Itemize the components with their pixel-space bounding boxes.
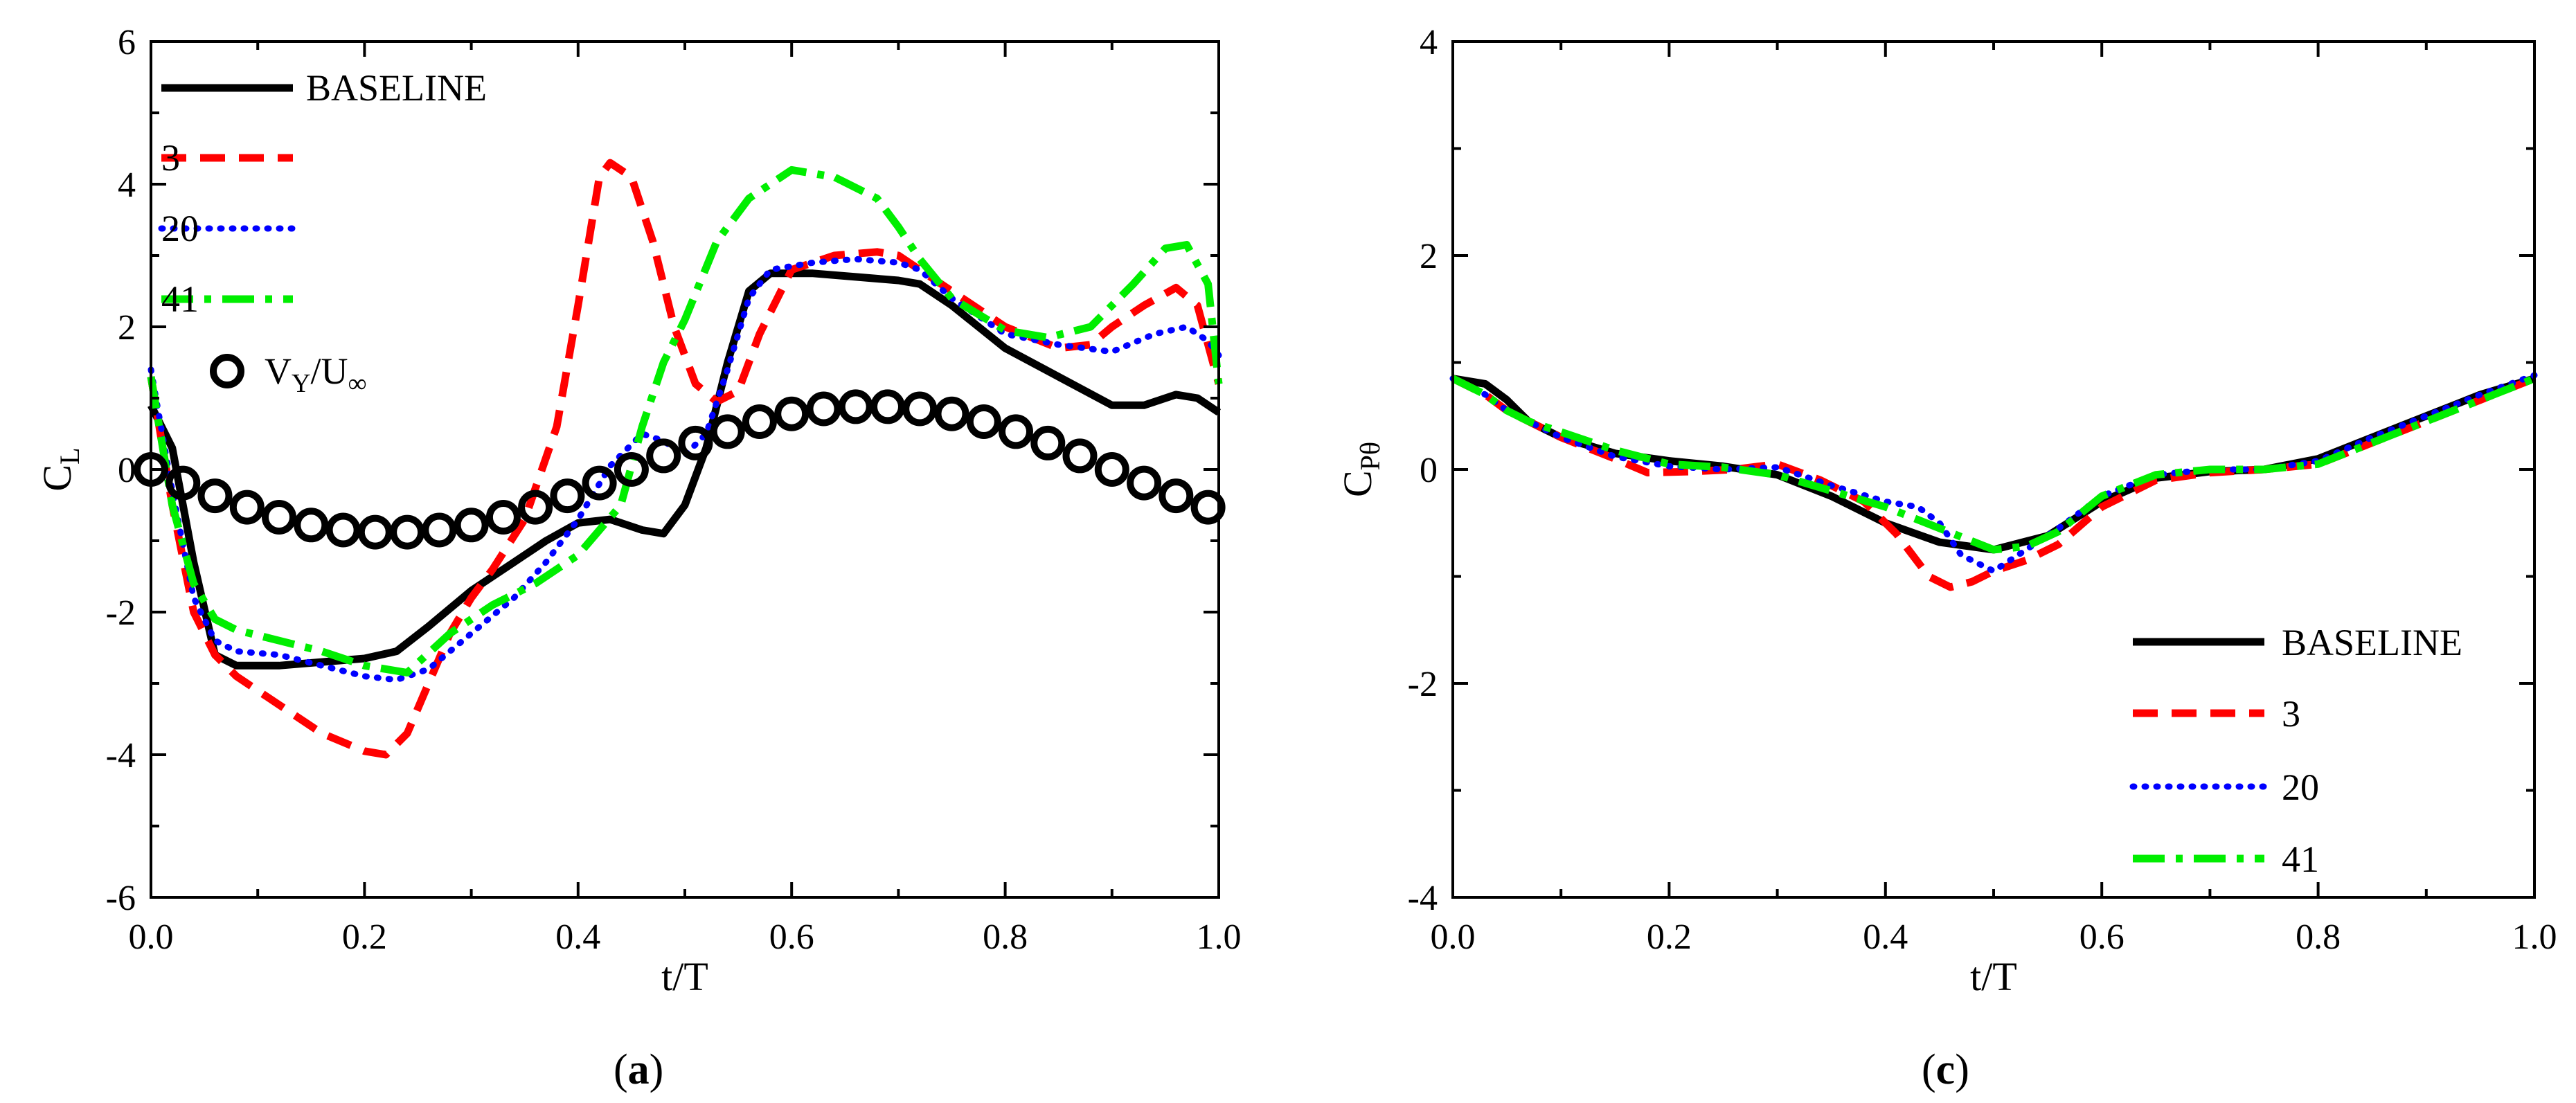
y-axis-label: CL xyxy=(35,447,85,491)
data-point xyxy=(1094,452,1129,487)
panel-label-a: (a) xyxy=(614,1046,663,1093)
legend-label-41: 41 xyxy=(161,278,199,320)
data-point xyxy=(166,465,201,501)
y-tick-label: -6 xyxy=(106,879,136,918)
data-point xyxy=(870,389,905,424)
svg-text:CL: CL xyxy=(35,447,85,491)
data-point xyxy=(1159,478,1194,514)
y-axis-label-main: C xyxy=(35,465,80,492)
x-axis-label: t/T xyxy=(661,954,708,999)
y-axis-label: CPθ xyxy=(1335,442,1386,497)
x-tick-label: 0.4 xyxy=(1863,917,1908,957)
data-point xyxy=(1190,490,1226,525)
y-tick-label: 4 xyxy=(1420,23,1438,62)
data-point xyxy=(838,389,873,424)
data-point xyxy=(357,514,393,550)
series-layer xyxy=(134,159,1226,759)
panel-c: 0.0 0.2 0.4 0.6 0.8 1.0 -4 -2 0 2 4 t/T CPθ BASELI… xyxy=(1335,23,2557,1093)
data-point xyxy=(229,490,265,525)
x-axis-label: t/T xyxy=(1970,954,2017,999)
data-point xyxy=(294,508,329,543)
data-point xyxy=(678,425,713,460)
legend-label-3: 3 xyxy=(161,137,180,179)
ticks-layer: 0.0 0.2 0.4 0.6 0.8 1.0 -6 -4 -2 0 2 4 6 xyxy=(106,23,1242,957)
y-tick-label: -4 xyxy=(1408,879,1438,918)
series-41-line xyxy=(1451,375,2537,554)
data-point xyxy=(934,396,969,431)
legend-label-vy: VY/U∞ xyxy=(265,350,367,398)
data-point xyxy=(774,396,810,431)
y-tick-label: -2 xyxy=(106,593,136,633)
legend-label-baseline: BASELINE xyxy=(306,67,487,109)
series-41-line xyxy=(147,165,1223,676)
series-baseline-line xyxy=(147,269,1222,670)
data-point xyxy=(966,404,1001,439)
panel-label-c: (c) xyxy=(1922,1046,1969,1093)
y-tick-label: 6 xyxy=(118,23,136,62)
y-tick-label: 2 xyxy=(118,308,136,348)
y-tick-label: 0 xyxy=(118,451,136,490)
y-tick-label: 2 xyxy=(1420,237,1438,276)
x-tick-label: 0.8 xyxy=(2296,917,2341,957)
data-point xyxy=(902,391,938,427)
legend-label-20: 20 xyxy=(161,208,199,249)
data-point xyxy=(1062,438,1098,474)
legend: BASELINE 3 20 41 xyxy=(2129,622,2462,880)
x-tick-label: 0.6 xyxy=(769,917,814,957)
y-tick-label: -4 xyxy=(106,736,136,775)
data-point xyxy=(422,512,457,548)
x-tick-label: 0.8 xyxy=(983,917,1028,957)
data-point xyxy=(999,414,1033,449)
data-point xyxy=(454,508,489,543)
x-tick-label: 1.0 xyxy=(1197,917,1242,957)
data-point xyxy=(325,512,361,548)
x-tick-label: 0.2 xyxy=(1647,917,1692,957)
legend-label-20: 20 xyxy=(2282,766,2319,808)
x-tick-label: 1.0 xyxy=(2512,917,2557,957)
x-tick-label: 0.2 xyxy=(342,917,387,957)
data-point xyxy=(742,404,777,439)
series-3-line xyxy=(1451,375,2537,591)
ticks-layer: 0.0 0.2 0.4 0.6 0.8 1.0 -4 -2 0 2 4 xyxy=(1408,23,2557,957)
plot-frame xyxy=(1451,40,2536,899)
series-vy-u xyxy=(134,389,1226,550)
data-point xyxy=(806,391,841,427)
legend-label-3: 3 xyxy=(2282,693,2300,735)
y-tick-label: 4 xyxy=(118,165,136,205)
y-tick-label: 0 xyxy=(1420,451,1438,490)
legend: BASELINE 3 20 41 VY/U∞ xyxy=(158,67,487,398)
y-tick-label: -2 xyxy=(1408,665,1438,704)
data-point xyxy=(1127,465,1162,501)
series-layer xyxy=(1449,372,2538,591)
y-axis-label-sub: Pθ xyxy=(1354,442,1386,470)
data-point xyxy=(518,490,553,525)
data-point xyxy=(390,514,425,550)
series-20-line xyxy=(1449,372,2538,575)
data-point xyxy=(1030,425,1066,460)
x-tick-label: 0.0 xyxy=(1431,917,1476,957)
data-point xyxy=(550,478,585,514)
data-point xyxy=(614,452,649,487)
data-point xyxy=(710,414,745,449)
legend-label-41: 41 xyxy=(2282,839,2319,880)
data-point xyxy=(582,465,617,501)
series-baseline-line xyxy=(1452,375,2536,554)
data-point xyxy=(646,438,681,474)
data-point xyxy=(485,500,521,535)
x-tick-label: 0.0 xyxy=(129,917,174,957)
data-point xyxy=(197,478,233,514)
panel-a: 0.0 0.2 0.4 0.6 0.8 1.0 -6 -4 -2 0 2 4 6 t/T CL BASE… xyxy=(35,23,1242,1093)
legend-swatch-vy xyxy=(210,354,244,388)
svg-text:CPθ: CPθ xyxy=(1335,442,1386,497)
x-tick-label: 0.4 xyxy=(555,917,600,957)
y-axis-label-sub: L xyxy=(54,447,85,464)
x-tick-label: 0.6 xyxy=(2079,917,2125,957)
plot-frame xyxy=(150,40,1220,899)
data-point xyxy=(262,500,296,535)
legend-label-baseline: BASELINE xyxy=(2282,622,2462,663)
y-axis-label-main: C xyxy=(1335,470,1380,497)
